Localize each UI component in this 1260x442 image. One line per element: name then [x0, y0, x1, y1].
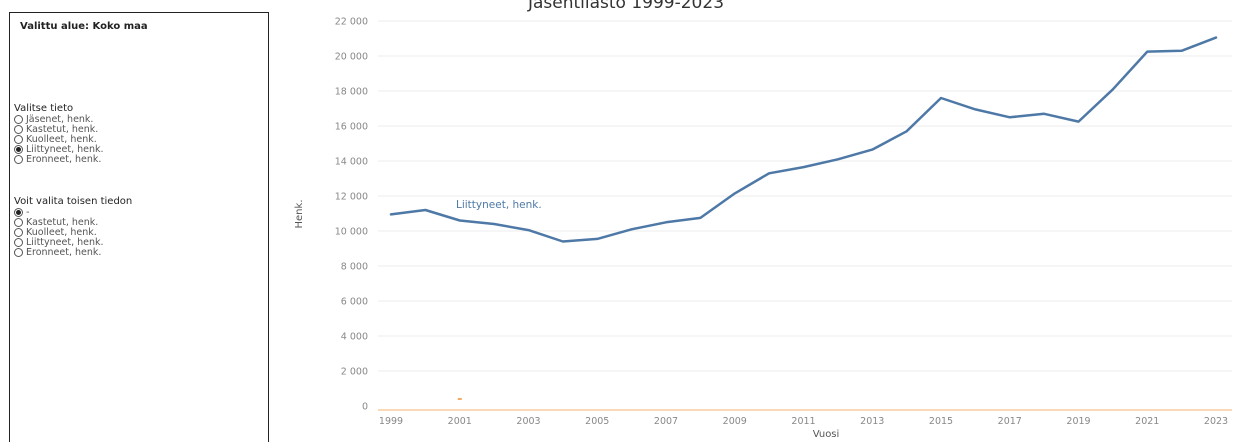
- group2-option[interactable]: -: [14, 206, 104, 218]
- x-tick-label: 2019: [1066, 416, 1090, 427]
- y-tick-label: 4 000: [341, 332, 368, 343]
- series-line: [389, 36, 1218, 243]
- x-tick-label: 2003: [516, 416, 540, 427]
- radio-option-label: Eronneet, henk.: [26, 153, 102, 165]
- x-tick-label: 2021: [1135, 416, 1159, 427]
- radio-option-label: -: [26, 206, 30, 218]
- grid-lines: [378, 20, 1232, 372]
- radio-button-icon[interactable]: [14, 144, 23, 154]
- radio-option-label: Kuolleet, henk.: [26, 226, 97, 238]
- y-tick-label: 0: [362, 402, 368, 413]
- y-tick-label: 20 000: [335, 52, 368, 63]
- radio-button-icon[interactable]: [14, 134, 23, 144]
- y-tick-label: 22 000: [335, 17, 368, 28]
- filter-panel: Valittu alue: Koko maa Valitse tieto Jäs…: [9, 12, 269, 442]
- x-tick-label: 2017: [998, 416, 1022, 427]
- radio-button-icon[interactable]: [14, 124, 23, 134]
- primary-selection-radio-group: Jäsenet, henk. Kastetut, henk. Kuolleet, h…: [14, 113, 104, 165]
- selected-region-title: Valittu alue: Koko maa: [20, 21, 148, 32]
- chart-title: Jäsentilasto 1999-2023: [527, 0, 724, 13]
- x-tick-label: 2011: [791, 416, 815, 427]
- x-tick-label: 2015: [929, 416, 953, 427]
- radio-button-icon[interactable]: [14, 237, 23, 247]
- y-tick-label: 12 000: [335, 192, 368, 203]
- radio-button-icon[interactable]: [14, 217, 23, 227]
- primary-selection-heading: Valitse tieto: [14, 103, 74, 114]
- radio-option-label: Eronneet, henk.: [26, 246, 102, 258]
- group2-option[interactable]: Kuolleet, henk.: [14, 226, 104, 238]
- secondary-selection-radio-group: - Kastetut, henk. Kuolleet, henk. Liittynee…: [14, 206, 104, 258]
- radio-option-label: Kastetut, henk.: [26, 216, 99, 228]
- y-tick-label: 18 000: [335, 87, 368, 98]
- x-tick-label: 2007: [654, 416, 678, 427]
- radio-option-label: Kastetut, henk.: [26, 123, 99, 135]
- series-label: Liittyneet, henk.: [456, 199, 542, 211]
- radio-option-label: Liittyneet, henk.: [26, 236, 104, 248]
- y-tick-label: 6 000: [341, 297, 368, 308]
- group1-option[interactable]: Eronneet, henk.: [14, 153, 104, 165]
- secondary-selection-heading: Voit valita toisen tiedon: [14, 196, 133, 207]
- x-axis-ticks: 1999 2001 2003 2005 2007 2009 2011 2013 2015 2017…: [379, 416, 1228, 427]
- radio-option-label: Liittyneet, henk.: [26, 143, 104, 155]
- group1-option[interactable]: Jäsenet, henk.: [14, 113, 104, 125]
- radio-button-icon[interactable]: [14, 247, 23, 257]
- radio-button-icon[interactable]: [14, 227, 23, 237]
- y-axis-title: Henk.: [294, 200, 305, 229]
- radio-option-label: Jäsenet, henk.: [26, 113, 94, 125]
- x-tick-label: 2013: [860, 416, 884, 427]
- y-tick-label: 2 000: [341, 367, 368, 378]
- y-tick-label: 8 000: [341, 262, 368, 273]
- group2-option[interactable]: Eronneet, henk.: [14, 246, 104, 258]
- x-tick-label: 1999: [379, 416, 403, 427]
- x-axis-title: Vuosi: [813, 429, 840, 439]
- y-axis-ticks: 0 2 000 4 000 6 000 8 000 10 000 12 000 14 000 1…: [335, 17, 368, 413]
- radio-button-icon[interactable]: [14, 114, 23, 124]
- x-tick-label: 2005: [585, 416, 609, 427]
- x-tick-label: 2009: [723, 416, 747, 427]
- group1-option[interactable]: Kastetut, henk.: [14, 123, 104, 135]
- group1-option[interactable]: Kuolleet, henk.: [14, 133, 104, 145]
- y-tick-label: 10 000: [335, 227, 368, 238]
- group2-option[interactable]: Kastetut, henk.: [14, 216, 104, 228]
- line-chart: 0 2 000 4 000 6 000 8 000 10 000 12 000 14 000 1…: [294, 0, 1232, 439]
- series-lines: [389, 36, 1218, 243]
- x-tick-label: 2023: [1204, 416, 1228, 427]
- radio-option-label: Kuolleet, henk.: [26, 133, 97, 145]
- radio-button-icon[interactable]: [14, 154, 23, 164]
- y-tick-label: 14 000: [335, 157, 368, 168]
- radio-button-icon[interactable]: [14, 207, 23, 217]
- group1-option[interactable]: Liittyneet, henk.: [14, 143, 104, 155]
- group2-option[interactable]: Liittyneet, henk.: [14, 236, 104, 248]
- x-tick-label: 2001: [448, 416, 472, 427]
- y-tick-label: 16 000: [335, 122, 368, 133]
